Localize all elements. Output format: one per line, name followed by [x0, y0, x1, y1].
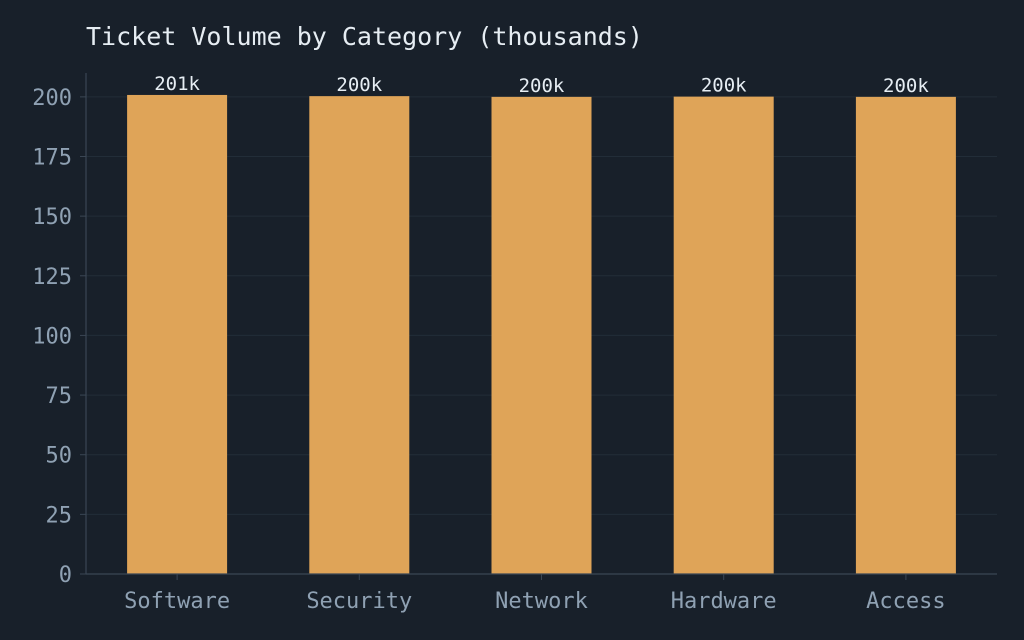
y-tick-label: 50 — [46, 444, 73, 469]
data-label: 201k — [154, 73, 200, 95]
bar-software — [127, 94, 228, 574]
x-tick-label: Security — [306, 589, 412, 614]
bar-access — [855, 96, 956, 574]
y-tick-label: 100 — [32, 324, 72, 349]
bar-network — [491, 96, 592, 574]
bar-security — [309, 96, 410, 575]
bars — [127, 94, 956, 575]
y-tick-label: 0 — [59, 563, 72, 588]
bar-hardware — [673, 96, 774, 575]
x-tick-label: Network — [495, 589, 588, 614]
y-tick-label: 150 — [32, 205, 72, 230]
chart-title: Ticket Volume by Category (thousands) — [86, 22, 643, 51]
tick-labels: 0 25 50 75 100 125 150 175 200 201k Software 200k Se… — [32, 73, 945, 614]
y-tick-label: 175 — [32, 146, 72, 171]
data-label: 200k — [701, 75, 747, 97]
y-tick-label: 25 — [46, 503, 73, 528]
y-tick-label: 200 — [32, 86, 72, 111]
x-tick-label: Hardware — [671, 589, 777, 614]
y-tick-label: 125 — [32, 265, 72, 290]
x-tick-label: Access — [866, 589, 945, 614]
data-label: 200k — [336, 74, 382, 96]
data-label: 200k — [883, 75, 929, 97]
axes — [80, 73, 997, 580]
data-label: 200k — [519, 75, 565, 97]
x-tick-label: Software — [124, 589, 230, 614]
y-tick-label: 75 — [46, 384, 73, 409]
